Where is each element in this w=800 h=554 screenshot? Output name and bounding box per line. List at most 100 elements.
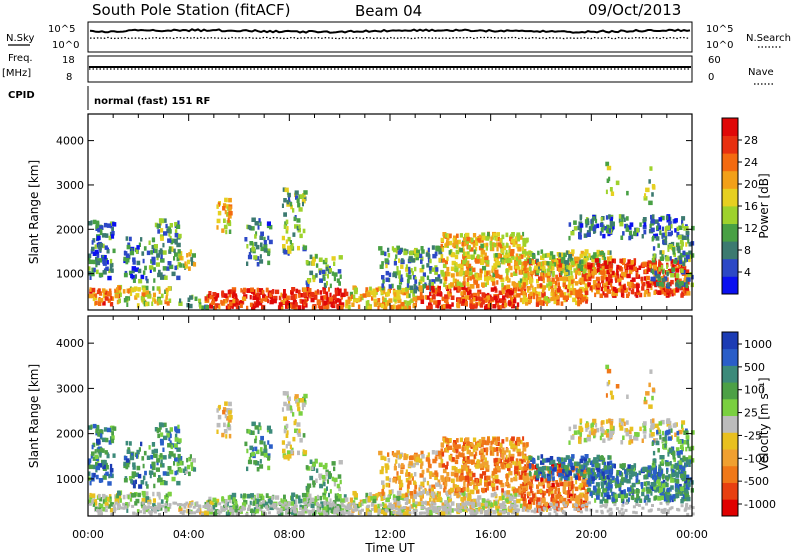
power-cell [622,258,626,263]
power-cell [428,283,431,288]
power-cell [221,301,224,306]
power-cell [98,288,101,293]
velocity-cell [138,447,141,452]
power-cell [656,281,661,287]
power-cell [648,179,651,184]
power-cell [515,268,518,274]
velocity-cell [381,502,385,507]
velocity-cell [128,493,131,499]
power-cell [267,235,270,241]
velocity-cell [339,479,342,485]
velocity-cell [469,451,474,457]
power-cell [289,302,294,307]
power-cell [652,269,655,275]
velocity-cell [533,496,538,502]
power-colorbar-tick: 12 [744,222,758,235]
power-cell [514,265,519,271]
power-cell [686,291,691,296]
velocity-cell [306,487,310,493]
power-cell [591,262,595,268]
velocity-cell [178,438,182,443]
velocity-cell [451,508,454,513]
power-cell [685,254,690,260]
freq-label: Freq. [8,53,33,64]
velocity-cell [188,471,191,477]
power-cell [653,279,658,285]
power-cell [522,299,525,305]
power-cell [675,282,679,287]
power-cell [330,302,334,308]
power-cell [478,301,481,306]
power-cell [657,243,660,248]
velocity-cell [258,506,263,512]
power-cell [583,257,588,263]
power-cell [575,300,578,306]
power-cell [571,279,574,284]
power-cell [490,277,496,283]
power-cell [416,249,421,254]
power-cell [405,272,409,278]
velocity-cell [552,476,555,481]
velocity-cell [301,402,306,408]
velocity-cell [419,501,425,506]
velocity-cell [422,489,426,495]
power-cell [255,244,260,250]
velocity-cell [547,476,551,482]
velocity-cell [333,481,336,487]
power-cell [537,250,540,256]
power-cell [97,244,100,249]
power-cell [596,267,600,273]
velocity-cell [476,502,481,507]
power-cell [377,286,382,291]
velocity-cell [609,460,613,465]
power-cell [532,287,536,293]
power-cell [516,244,521,249]
velocity-cell [486,464,490,470]
power-cell [644,289,649,295]
power-cell [606,260,611,266]
velocity-cell [558,468,564,474]
power-cell [176,224,181,229]
power-cell [654,282,658,288]
velocity-cell [392,452,398,458]
velocity-cell [247,429,251,434]
power-cell [152,297,156,302]
power-cell [504,252,509,258]
power-cell [674,228,677,233]
power-cell [452,237,456,243]
velocity-cell [254,446,258,452]
power-cell [686,277,691,282]
velocity-cell [112,426,117,431]
velocity-cell [212,497,217,503]
power-cell [578,270,581,276]
power-cell [574,256,579,262]
velocity-cell [499,448,502,453]
velocity-cell [515,474,518,479]
power-cell [156,253,161,258]
power-cell [419,291,423,297]
velocity-cell [146,455,151,460]
velocity-cell [362,499,367,504]
velocity-cell [387,457,391,463]
velocity-cell [144,470,147,476]
velocity-cell [394,463,397,469]
power-cell [101,256,104,262]
power-cell [290,295,294,301]
power-cell [427,258,431,263]
power-cell [584,296,589,302]
power-cell [481,282,485,287]
power-cell [606,178,610,183]
power-cell [186,302,190,308]
velocity-cell [474,485,479,491]
velocity-cell [517,461,522,466]
velocity-cell [515,488,520,493]
power-cell [661,254,664,259]
power-cell [619,221,624,227]
power-cell [495,242,498,247]
velocity-cell [318,475,322,481]
velocity-cell [453,484,457,489]
power-cell [91,246,95,252]
power-cell [385,291,390,297]
freq-panel: Freq. [MHz] 18 8 60 0 Nave [2,53,774,85]
power-cell [491,281,496,286]
